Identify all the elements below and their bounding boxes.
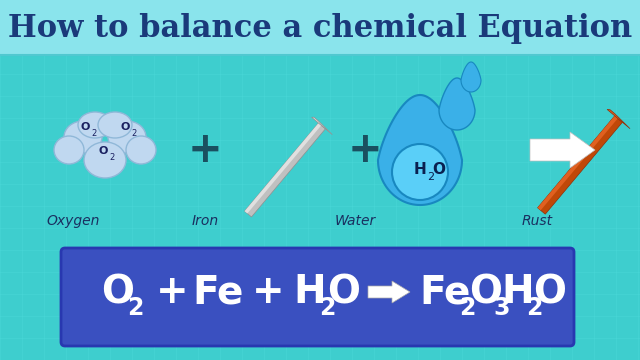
Text: O: O [80,122,90,132]
Text: O: O [470,273,502,311]
Text: 2: 2 [109,153,115,162]
Polygon shape [439,78,475,130]
Text: O: O [328,273,360,311]
Text: Rust: Rust [522,215,553,228]
Polygon shape [378,95,462,205]
Polygon shape [461,62,481,92]
Text: +: + [348,129,382,171]
Polygon shape [607,109,630,129]
Polygon shape [244,123,325,217]
FancyBboxPatch shape [61,248,574,346]
Text: Fe: Fe [192,273,244,311]
Ellipse shape [84,142,126,178]
Text: Water: Water [335,215,376,228]
Polygon shape [312,117,332,135]
Text: 2: 2 [526,296,542,320]
Text: 2: 2 [127,296,143,320]
Ellipse shape [78,112,112,138]
Text: Iron: Iron [191,215,218,228]
Text: H: H [413,162,426,177]
Text: +: + [188,129,222,171]
FancyArrow shape [368,281,410,303]
FancyBboxPatch shape [0,0,640,55]
Text: H: H [294,273,326,311]
FancyArrow shape [530,132,595,168]
Ellipse shape [64,121,102,153]
Text: O: O [433,162,445,177]
Text: O: O [99,146,108,156]
Ellipse shape [108,121,146,153]
Polygon shape [538,116,618,210]
Polygon shape [244,123,321,213]
Text: +: + [156,273,188,311]
Text: O: O [120,122,130,132]
Text: 2: 2 [459,296,475,320]
Ellipse shape [126,136,156,164]
Circle shape [392,144,448,200]
Ellipse shape [98,112,132,138]
Text: 3: 3 [493,296,510,320]
Polygon shape [538,116,622,214]
Text: How to balance a chemical Equation: How to balance a chemical Equation [8,13,632,44]
Text: O: O [534,273,566,311]
Text: Oxygen: Oxygen [47,215,100,228]
Text: 2: 2 [428,172,435,182]
Text: H: H [502,273,534,311]
Text: 2: 2 [319,296,335,320]
Text: 2: 2 [92,129,97,138]
Text: 2: 2 [131,129,136,138]
Text: Fe: Fe [419,273,470,311]
Text: O: O [102,273,134,311]
Ellipse shape [54,136,84,164]
Text: +: + [252,273,284,311]
